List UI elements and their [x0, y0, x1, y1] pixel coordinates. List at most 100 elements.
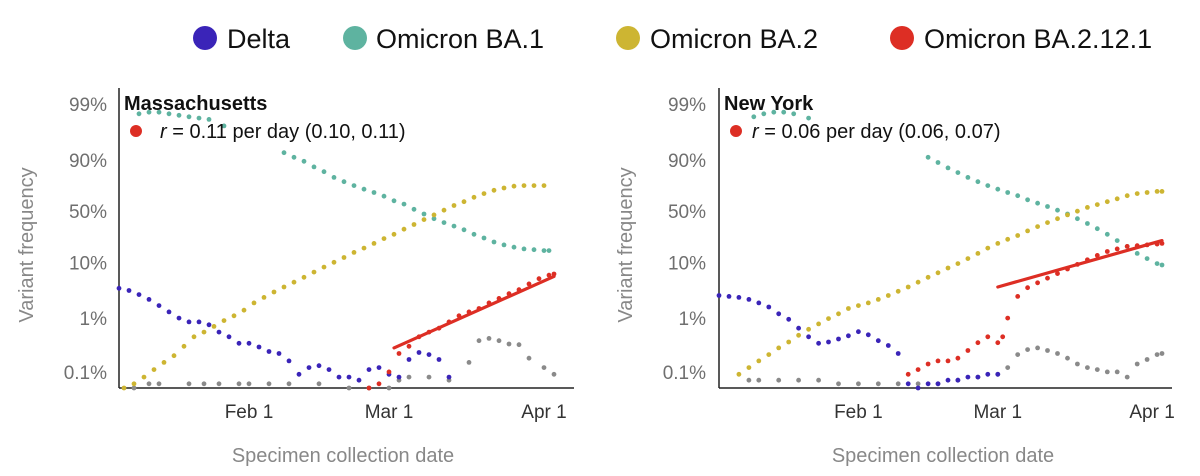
point-omicron-ba-2	[401, 226, 407, 232]
point-delta	[256, 344, 262, 350]
point-omicron-ba-2	[1065, 212, 1070, 218]
x-axis-label: Specimen collection date	[832, 445, 1054, 467]
point-other	[506, 341, 512, 347]
point-omicron-ba-2	[1094, 202, 1100, 208]
point-omicron-ba-2	[271, 289, 277, 295]
point-omicron-ba-2-12-1	[1104, 249, 1110, 254]
x-tick-label: Mar 1	[365, 402, 414, 423]
point-omicron-ba-2	[381, 236, 387, 242]
point-omicron-ba-2	[261, 295, 267, 300]
point-omicron-ba-2	[171, 353, 177, 359]
point-delta	[716, 293, 722, 298]
point-delta	[336, 374, 342, 380]
point-omicron-ba-2	[1085, 205, 1090, 210]
data-points	[116, 109, 557, 391]
y-tick-label: 90%	[668, 151, 706, 172]
fit-line-group	[996, 239, 1164, 289]
point-omicron-ba-2-12-1	[915, 367, 921, 372]
data-points	[716, 109, 1165, 391]
point-other	[1154, 352, 1160, 357]
point-other	[156, 381, 162, 387]
point-omicron-ba-2	[935, 270, 941, 276]
point-omicron-ba-1	[381, 193, 387, 199]
fit-line-group	[392, 274, 556, 350]
point-omicron-ba-1	[331, 175, 337, 180]
point-delta	[296, 371, 302, 377]
point-omicron-ba-2	[281, 284, 287, 290]
point-omicron-ba-1	[341, 179, 347, 185]
point-other	[895, 381, 901, 387]
point-omicron-ba-2	[736, 371, 742, 377]
panel-title: Massachusetts	[124, 93, 267, 115]
point-delta	[266, 349, 272, 354]
point-omicron-ba-2-12-1	[1094, 253, 1100, 258]
point-delta	[885, 343, 891, 348]
point-delta	[406, 357, 412, 362]
point-omicron-ba-1	[291, 154, 297, 160]
point-other	[816, 377, 821, 383]
point-delta	[955, 377, 961, 383]
point-omicron-ba-1	[511, 244, 517, 250]
point-omicron-ba-2	[786, 339, 792, 345]
point-omicron-ba-1	[441, 220, 447, 226]
legend-label-omicron-ba2: Omicron BA.2	[650, 24, 818, 54]
point-omicron-ba-2-12-1	[1015, 294, 1021, 299]
point-other	[346, 385, 352, 391]
point-omicron-ba-2	[331, 259, 337, 265]
point-omicron-ba-1	[985, 183, 991, 189]
annotation-value: = 0.06 per day (0.06, 0.07)	[759, 121, 1001, 143]
point-delta	[836, 336, 841, 342]
point-omicron-ba-1	[411, 206, 417, 212]
point-omicron-ba-2-12-1	[526, 281, 532, 287]
point-omicron-ba-2-12-1	[955, 355, 961, 361]
point-omicron-ba-2	[301, 274, 307, 280]
point-omicron-ba-2	[865, 300, 871, 306]
point-delta	[236, 340, 242, 346]
point-other	[1144, 357, 1150, 362]
point-delta	[746, 297, 752, 302]
point-omicron-ba-1	[166, 111, 172, 117]
point-omicron-ba-1	[1104, 231, 1110, 237]
point-other	[1124, 374, 1130, 380]
point-omicron-ba-1	[461, 227, 467, 233]
point-delta	[965, 374, 971, 380]
legend-label-omicron-ba2121: Omicron BA.2.12.1	[924, 24, 1152, 54]
point-omicron-ba-1	[1015, 193, 1021, 199]
point-delta	[895, 351, 901, 356]
point-omicron-ba-2-12-1	[376, 381, 382, 387]
point-omicron-ba-1	[541, 248, 547, 254]
point-omicron-ba-2	[806, 326, 811, 332]
point-delta	[126, 288, 132, 293]
point-omicron-ba-1	[1075, 216, 1080, 222]
point-omicron-ba-2-12-1	[905, 371, 911, 377]
point-other	[516, 342, 522, 348]
point-other	[466, 360, 472, 365]
point-omicron-ba-2	[151, 367, 157, 372]
point-other	[1134, 361, 1140, 367]
point-omicron-ba-2	[121, 385, 127, 391]
point-other	[1159, 351, 1165, 356]
point-other	[476, 338, 482, 344]
annotation-text: r = 0.11 per day (0.10, 0.11)	[160, 121, 406, 143]
point-omicron-ba-2	[441, 207, 447, 213]
y-axis-label: Variant frequency	[16, 167, 38, 322]
point-omicron-ba-2	[311, 269, 317, 275]
point-other	[486, 336, 492, 341]
point-omicron-ba-2	[945, 265, 951, 271]
y-tick-label: 10%	[668, 253, 706, 274]
point-delta	[436, 357, 442, 362]
point-other	[316, 381, 322, 387]
legend-marker-omicron-ba2	[616, 26, 640, 50]
point-omicron-ba-1	[1035, 200, 1040, 206]
point-omicron-ba-2	[955, 261, 961, 266]
legend-item-delta: Delta	[193, 24, 291, 54]
point-omicron-ba-2	[826, 316, 831, 321]
point-omicron-ba-2	[1075, 208, 1080, 214]
point-omicron-ba-2	[371, 241, 377, 246]
point-delta	[146, 297, 152, 302]
y-tick-label: 0.1%	[64, 363, 107, 384]
point-omicron-ba-2	[471, 194, 477, 200]
point-delta	[396, 374, 402, 380]
point-omicron-ba-2	[161, 360, 167, 365]
point-other	[1025, 347, 1030, 352]
